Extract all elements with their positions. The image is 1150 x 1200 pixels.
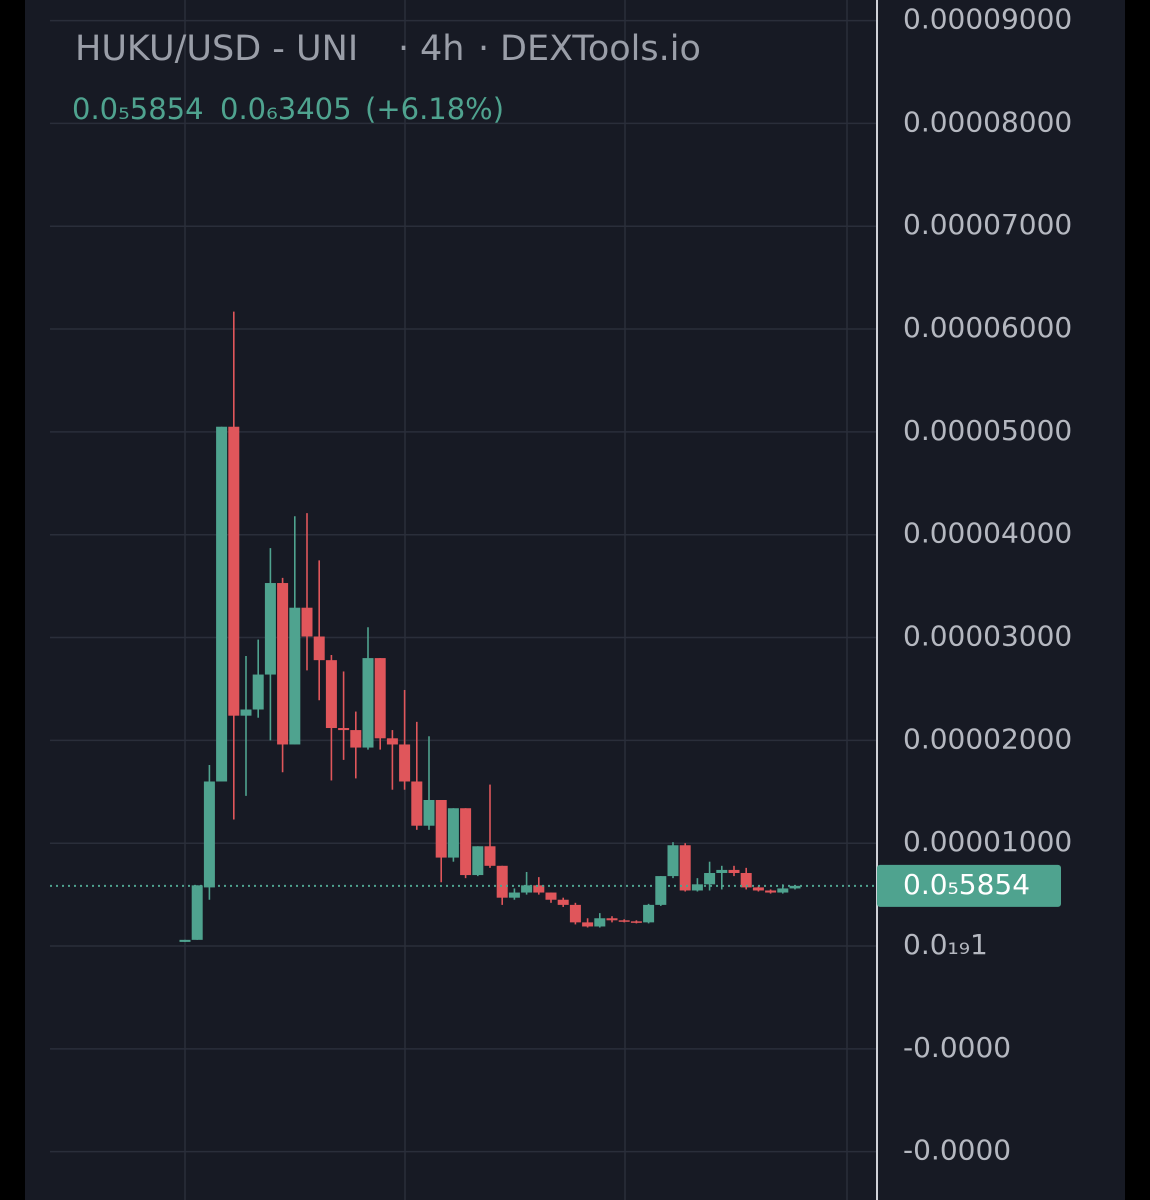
candle-body xyxy=(264,583,276,675)
candle-body xyxy=(362,658,374,748)
candle-body xyxy=(691,884,703,891)
candle-body xyxy=(289,607,301,745)
plot xyxy=(50,19,877,1153)
candle-body xyxy=(521,885,533,893)
candle-body xyxy=(679,845,691,891)
y-tick-label: 0.00009000 xyxy=(903,3,1072,36)
y-tick-label: 0.00004000 xyxy=(903,517,1072,550)
y-tick-label: 0.00005000 xyxy=(903,414,1072,447)
last-price-label: 0.0₅5854 xyxy=(903,868,1030,901)
price: 0.0₅5854 xyxy=(72,92,204,126)
candle-body xyxy=(740,873,752,888)
candle-body xyxy=(228,426,240,716)
candle-body xyxy=(423,800,435,826)
candle-body xyxy=(484,846,496,866)
candle-body xyxy=(618,920,630,922)
y-tick-label: 0.00006000 xyxy=(903,311,1072,344)
candle-body xyxy=(350,730,362,748)
change: 0.0₆3405 xyxy=(220,92,352,126)
candle-body xyxy=(508,892,520,898)
candle-body xyxy=(569,904,581,923)
candle-body xyxy=(460,808,472,876)
candle-body xyxy=(606,918,618,921)
y-tick-label: 0.00002000 xyxy=(903,722,1072,755)
separator: · xyxy=(478,29,489,69)
source: DEXTools.io xyxy=(500,29,701,69)
y-tick-label: 0.00008000 xyxy=(903,105,1072,138)
y-tick-label: 0.00001000 xyxy=(903,825,1072,858)
candle-body xyxy=(655,876,667,905)
candle-body xyxy=(752,887,764,891)
candle-body xyxy=(704,873,716,885)
change-pct: (+6.18%) xyxy=(365,92,504,126)
candle-body xyxy=(765,890,777,893)
pair: HUKU/USD - UNI xyxy=(75,29,358,69)
candle-body xyxy=(411,781,423,826)
candle-body xyxy=(716,869,728,874)
separator: · xyxy=(398,29,409,69)
candle-body xyxy=(643,904,655,923)
candle-body xyxy=(277,583,289,745)
candle-body xyxy=(667,845,679,877)
candle-body xyxy=(191,885,203,940)
candle-body xyxy=(582,922,594,927)
candle-body xyxy=(325,660,337,729)
candle-body xyxy=(216,426,228,782)
candle-body xyxy=(594,918,606,927)
candle-body xyxy=(435,800,447,858)
y-tick-label: 0.00007000 xyxy=(903,208,1072,241)
candle-body xyxy=(545,892,557,900)
candle-body xyxy=(533,885,545,893)
candle-body xyxy=(203,781,215,888)
y-tick-label: 0.0₁₉1 xyxy=(903,928,988,961)
y-tick-label: 0.00003000 xyxy=(903,620,1072,653)
candle-body xyxy=(789,885,801,889)
candle-body xyxy=(374,658,386,739)
candle-body xyxy=(728,869,740,874)
y-tick-label: -0.0000 xyxy=(903,1031,1011,1064)
y-tick-label: -0.0000 xyxy=(903,1134,1011,1167)
candle-body xyxy=(179,939,191,942)
candle-body xyxy=(338,728,350,731)
interval: 4h xyxy=(420,29,464,69)
v-grid xyxy=(184,0,848,1200)
candle-body xyxy=(240,709,252,716)
candle-body xyxy=(386,738,398,745)
candle-body xyxy=(313,636,325,661)
panel xyxy=(25,0,1125,1200)
candle-body xyxy=(496,865,508,898)
last-price-box xyxy=(877,864,1061,907)
candle-body xyxy=(777,888,789,893)
candle-body xyxy=(301,607,313,637)
candle-body xyxy=(252,674,264,710)
candle-body xyxy=(399,744,411,782)
candle-body xyxy=(630,921,642,923)
candle-body xyxy=(447,808,459,858)
candle-body xyxy=(472,846,484,876)
candle-body xyxy=(557,899,569,905)
